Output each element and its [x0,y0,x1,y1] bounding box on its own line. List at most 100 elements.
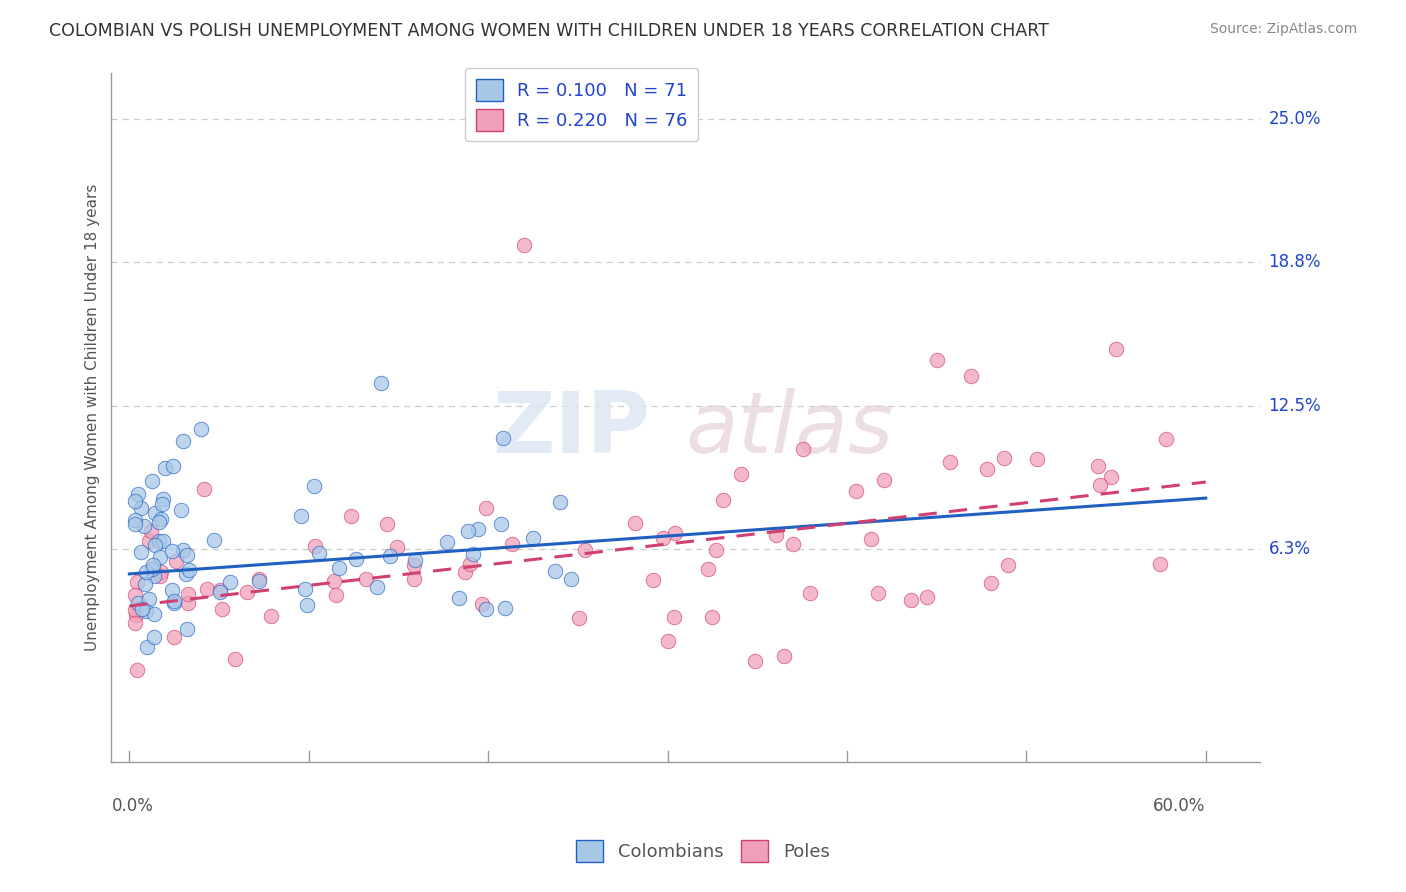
Point [202,533,225,548]
Point [704,543,727,558]
Point [162,458,184,473]
Point [143,506,166,520]
Point [209,583,232,598]
Point [143,538,166,552]
Point [124,589,146,603]
Point [176,567,198,582]
Point [980,575,1002,590]
Point [560,573,582,587]
Point [475,602,498,616]
Point [624,516,647,530]
Point [124,516,146,531]
Point [129,501,152,516]
Text: atlas: atlas [686,388,893,471]
Point [149,569,172,583]
Point [502,537,524,551]
Point [149,565,172,579]
Point [730,467,752,482]
Point [325,588,347,602]
Point [1088,478,1111,492]
Point [323,574,346,588]
Point [143,569,166,583]
Text: ZIP: ZIP [492,388,650,471]
Point [125,607,148,622]
Point [1099,470,1122,484]
Point [845,484,868,499]
Text: 0.0%: 0.0% [111,797,153,814]
Point [664,525,686,540]
Point [163,596,186,610]
Point [308,546,330,560]
Point [141,524,163,538]
Point [125,574,148,589]
Point [475,501,498,516]
Point [711,492,734,507]
Point [860,533,883,547]
Point [697,562,720,576]
Point [454,565,477,579]
Point [568,611,591,625]
Point [543,564,565,578]
Point [176,548,198,562]
Point [295,598,318,612]
Point [492,431,515,445]
Point [176,622,198,636]
Point [354,572,377,586]
Point [290,509,312,524]
Point [925,353,948,368]
Point [177,596,200,610]
Point [149,550,172,565]
Point [124,513,146,527]
Point [458,557,481,571]
Point [402,572,425,586]
Point [142,558,165,573]
Point [378,549,401,564]
Point [900,593,922,607]
Point [976,462,998,476]
Point [461,547,484,561]
Text: 12.5%: 12.5% [1268,397,1322,416]
Point [328,561,350,575]
Point [127,486,149,500]
Point [134,519,156,533]
Point [127,596,149,610]
Text: 18.8%: 18.8% [1268,252,1322,270]
Point [404,552,426,566]
Legend: R = 0.100   N = 71, R = 0.220   N = 76: R = 0.100 N = 71, R = 0.220 N = 76 [465,69,699,142]
Point [134,576,156,591]
Point [447,591,470,605]
Point [163,631,186,645]
Point [172,543,194,558]
Point [135,604,157,618]
Point [152,491,174,506]
Point [177,587,200,601]
Point [141,561,163,575]
Point [366,580,388,594]
Point [302,479,325,493]
Point [1087,459,1109,474]
Point [1149,557,1171,571]
Point [247,574,270,589]
Point [772,648,794,663]
Point [135,640,157,655]
Point [247,572,270,586]
Y-axis label: Unemployment Among Women with Children Under 18 years: Unemployment Among Women with Children U… [86,184,100,651]
Point [294,582,316,596]
Point [641,573,664,587]
Point [127,664,149,678]
Point [193,483,215,497]
Point [340,508,363,523]
Point [259,609,281,624]
Text: 60.0%: 60.0% [1153,797,1206,814]
Point [124,615,146,630]
Point [467,522,489,536]
Point [160,582,183,597]
Point [782,537,804,551]
Text: COLOMBIAN VS POLISH UNEMPLOYMENT AMONG WOMEN WITH CHILDREN UNDER 18 YEARS CORREL: COLOMBIAN VS POLISH UNEMPLOYMENT AMONG W… [49,22,1049,40]
Point [471,598,494,612]
Point [141,474,163,488]
Point [170,503,193,517]
Point [224,652,246,666]
Point [522,532,544,546]
Point [377,516,399,531]
